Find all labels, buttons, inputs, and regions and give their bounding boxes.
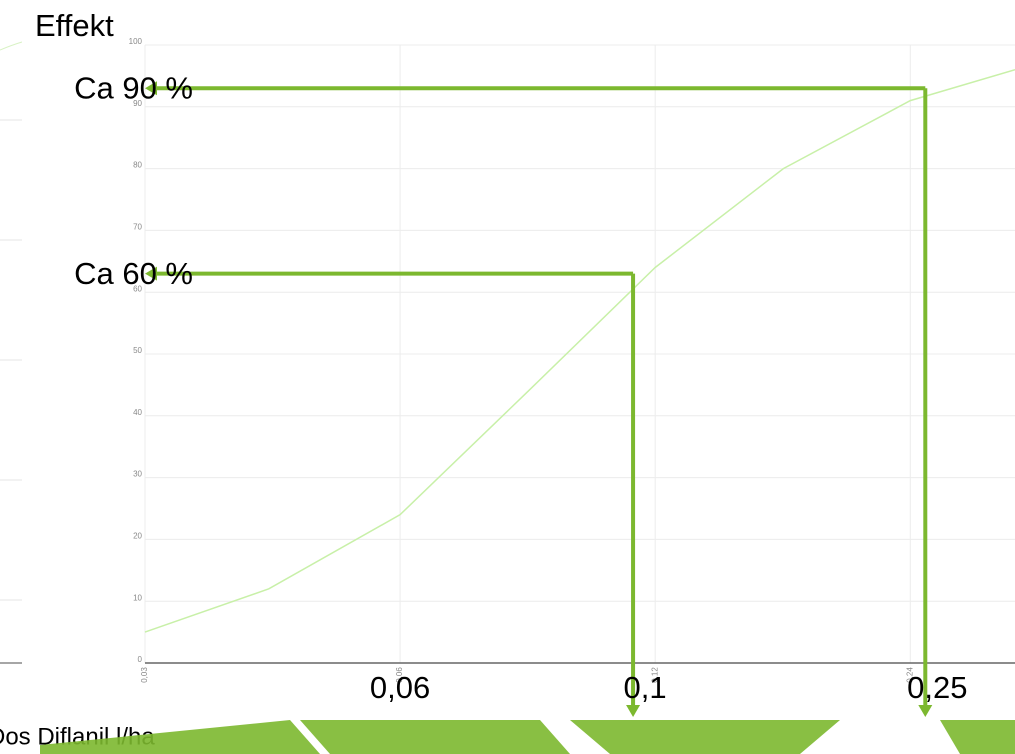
arrow-head (145, 266, 157, 281)
y-tick-label: 40 (133, 408, 142, 417)
x-tick-label: 0,24 (905, 667, 914, 683)
y-annotation: Ca 90 % (74, 70, 193, 105)
x-tick-label: 0,12 (650, 667, 659, 683)
y-tick-label: 10 (133, 593, 142, 602)
y-tick-label: 50 (133, 346, 142, 355)
arrow-head (918, 705, 933, 717)
x-annotation: 0,25 (907, 670, 967, 705)
marks (144, 69, 1015, 717)
faded-background-chart (0, 41, 23, 601)
data-line (144, 69, 1015, 633)
arrow-head (145, 81, 157, 96)
x-annotation: 0,06 (370, 670, 430, 705)
y-annotation: Ca 60 % (74, 256, 193, 291)
y-tick-label: 100 (129, 37, 143, 46)
arrow-head (626, 705, 641, 717)
x-tick-label: 0,03 (140, 667, 149, 683)
plot-area (22, 22, 1015, 663)
y-tick-label: 0 (138, 655, 143, 664)
chevron-bar (40, 720, 1015, 754)
y-tick-label: 30 (133, 470, 142, 479)
y-axis-title: Effekt (35, 8, 114, 43)
y-tick-label: 60 (133, 284, 142, 293)
y-tick-label: 20 (133, 532, 142, 541)
y-tick-label: 80 (133, 161, 142, 170)
x-annotation: 0,1 (624, 670, 667, 705)
y-tick-label: 90 (133, 99, 142, 108)
x-tick-label: 0,06 (395, 667, 404, 683)
y-tick-label: 70 (133, 223, 142, 232)
